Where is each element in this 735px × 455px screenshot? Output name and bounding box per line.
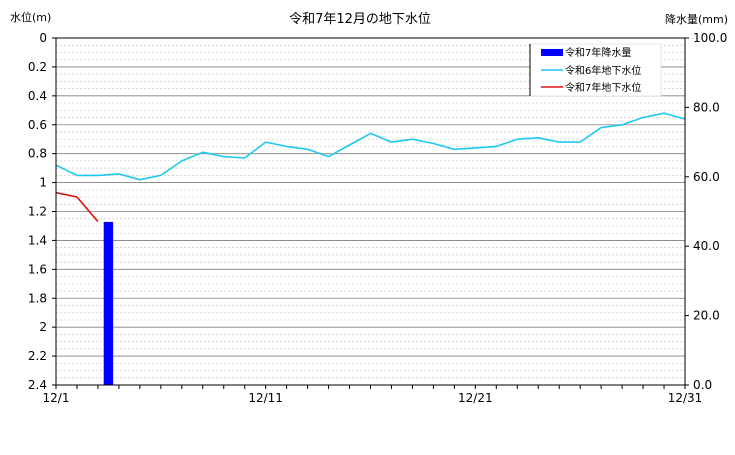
left-tick-label: 1.6	[28, 262, 47, 276]
left-tick-label: 2.2	[28, 349, 47, 363]
left-tick-label: 1.8	[28, 291, 47, 305]
legend-label-r7: 令和7年地下水位	[565, 81, 641, 94]
left-tick-label: 0.6	[28, 118, 47, 132]
left-tick-label: 1.2	[28, 205, 47, 219]
right-tick-label: 20.0	[693, 309, 720, 323]
series-line	[55, 191, 99, 223]
series-line	[55, 112, 686, 181]
left-tick-label: 0	[39, 31, 47, 45]
left-tick-label: 0.4	[28, 89, 47, 103]
left-tick-label: 1	[39, 176, 47, 190]
rainfall-bars	[103, 221, 114, 385]
right-axis-ticks: 0.0 20.0 40.0 60.0 80.0 100.0	[685, 31, 727, 392]
left-tick-label: 1.4	[28, 233, 47, 247]
right-tick-label: 100.0	[693, 31, 727, 45]
left-tick-label: 0.8	[28, 147, 47, 161]
right-tick-label: 80.0	[693, 100, 720, 114]
x-tick-label: 12/1	[43, 391, 70, 405]
right-tick-label: 40.0	[693, 239, 720, 253]
x-tick-label: 12/11	[248, 391, 283, 405]
left-tick-label: 0.2	[28, 60, 47, 74]
x-tick-label: 12/21	[458, 391, 493, 405]
right-tick-label: 0.0	[693, 378, 712, 392]
right-axis-title: 降水量(mm)	[665, 12, 728, 26]
x-tick-label: 12/31	[668, 391, 703, 405]
x-axis-ticks: 12/1 12/11 12/21 12/31	[43, 385, 703, 405]
groundwater-lines	[55, 112, 686, 223]
left-tick-label: 2.4	[28, 378, 47, 392]
legend-label-r6: 令和6年地下水位	[565, 64, 641, 77]
legend: 令和7年降水量 令和6年地下水位 令和7年地下水位	[529, 43, 662, 97]
left-tick-label: 2	[39, 320, 47, 334]
chart-title: 令和7年12月の地下水位	[289, 12, 431, 27]
legend-swatch-rainfall	[541, 49, 563, 56]
left-axis-ticks: 0 0.2 0.4 0.6 0.8 1 1.2 1.4 1.6 1.8 2 2.2 2.4	[28, 31, 56, 392]
legend-label-rainfall: 令和7年降水量	[565, 46, 631, 59]
left-axis-title: 水位(m)	[10, 10, 51, 24]
right-tick-label: 60.0	[693, 170, 720, 184]
rainfall-bar	[103, 221, 114, 385]
